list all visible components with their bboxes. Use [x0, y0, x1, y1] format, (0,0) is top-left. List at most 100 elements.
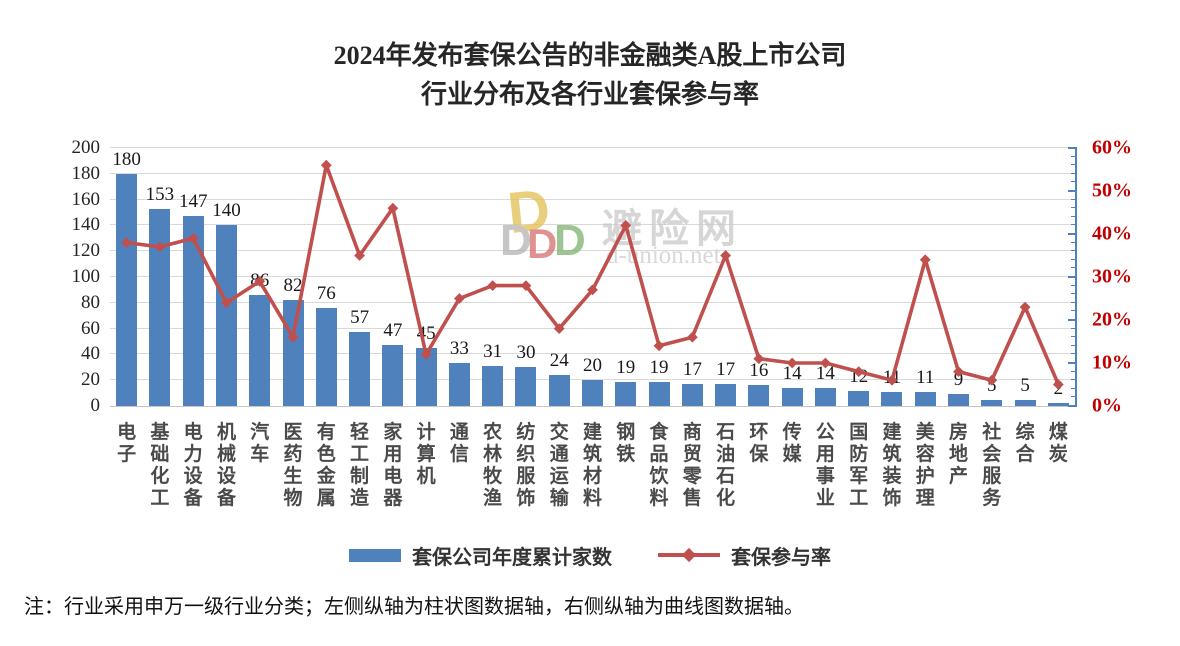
- diamond-marker-icon: [553, 323, 565, 334]
- right-axis-tick: [1071, 396, 1076, 398]
- bar-value-label: 19: [649, 356, 669, 378]
- bar-value-label: 17: [716, 359, 736, 381]
- diamond-marker-icon: [786, 357, 798, 369]
- bar: [948, 394, 970, 406]
- bar-value-label: 33: [449, 338, 469, 360]
- bar: [182, 216, 204, 406]
- right-axis-tick-label: 40%: [1092, 222, 1132, 245]
- right-axis-tick-label: 30%: [1092, 265, 1132, 288]
- bar: [149, 208, 171, 406]
- left-axis-tick-label: 40: [81, 343, 100, 365]
- right-axis-tick: [1071, 370, 1076, 372]
- bar: [681, 384, 703, 406]
- category-label: 环 保: [749, 422, 769, 466]
- gridline: [110, 353, 1075, 355]
- diamond-marker-icon: [986, 374, 998, 386]
- right-axis-tick: [1068, 147, 1077, 149]
- category-label: 建 筑 材 料: [582, 422, 603, 510]
- diamond-marker-icon: [453, 293, 465, 304]
- category-label: 商 贸 零 售: [682, 422, 702, 510]
- diamond-marker-icon: [1019, 301, 1031, 313]
- category-label: 基 础 化 工: [150, 422, 170, 510]
- diamond-marker-icon: [620, 220, 632, 231]
- bar-value-label: 47: [383, 320, 403, 342]
- diamond-marker-icon: [287, 331, 299, 343]
- right-percent-axis: 0% 10% 20% 30% 40% 50% 60%: [1092, 137, 1176, 417]
- bar: [315, 307, 337, 406]
- category-label: 公 用 事 业: [815, 422, 835, 510]
- diamond-marker-icon: [154, 241, 166, 253]
- right-axis-tick: [1071, 284, 1076, 286]
- bar: [781, 387, 803, 406]
- diamond-marker-icon: [487, 280, 499, 291]
- line-path: [126, 163, 1061, 386]
- diamond-marker-icon: [1052, 379, 1064, 390]
- category-label: 美 容 护 理: [915, 422, 935, 510]
- bar: [349, 332, 371, 406]
- bar-value-label: 9: [953, 369, 964, 391]
- bar-value-label: 147: [178, 191, 208, 213]
- legend-line-label: 套保参与率: [731, 546, 831, 569]
- diamond-marker-icon: [886, 374, 898, 386]
- bar: [748, 385, 770, 406]
- diamond-marker-icon: [853, 366, 865, 377]
- right-axis-tick-label: 10%: [1092, 351, 1132, 374]
- category-label: 纺 织 服 饰: [516, 422, 536, 510]
- diamond-marker-icon: [753, 353, 765, 365]
- category-label: 国 防 军 工: [849, 422, 869, 510]
- bar-value-label: 82: [283, 275, 303, 297]
- bar: [981, 399, 1003, 406]
- diamond-marker-icon: [919, 254, 931, 266]
- right-axis-tick: [1071, 250, 1076, 252]
- diamond-marker-icon: [953, 366, 964, 377]
- gridline: [110, 250, 1075, 252]
- category-label: 汽 车: [250, 422, 270, 466]
- bar: [249, 295, 271, 406]
- category-label: 电 力 设 备: [183, 422, 203, 510]
- bar-value-label: 180: [112, 148, 141, 170]
- bar-value-label: 17: [682, 359, 702, 381]
- category-label: 医 药 生 物: [283, 422, 303, 510]
- right-axis-tick: [1068, 319, 1077, 321]
- bar-value-label: 30: [516, 342, 536, 364]
- legend-line-swatch: [658, 547, 720, 563]
- right-axis-tick: [1068, 233, 1077, 235]
- right-axis-tick: [1071, 164, 1076, 166]
- plot-area: D D D D 避险网 d-union.net 1801531471408682…: [110, 147, 1077, 407]
- right-axis-tick: [1071, 267, 1076, 269]
- left-axis-tick-label: 160: [71, 188, 101, 210]
- category-label: 有 色 金 属: [316, 422, 336, 510]
- gridline: [110, 224, 1075, 226]
- gridline: [110, 379, 1075, 381]
- diamond-marker-icon: [587, 284, 598, 296]
- bar-value-label: 14: [782, 362, 802, 384]
- bar: [382, 345, 404, 406]
- gridline: [110, 327, 1075, 329]
- right-axis-tick-label: 0%: [1092, 394, 1122, 417]
- chart-title-line1: 2024年发布套保公告的非金融类A股上市公司: [333, 41, 847, 70]
- category-label: 石 油 石 化: [716, 422, 736, 510]
- diamond-marker-icon: [520, 280, 532, 291]
- bar: [648, 381, 670, 406]
- bar: [715, 384, 737, 406]
- category-label: 建 筑 装 饰: [882, 422, 902, 510]
- right-axis-tick: [1071, 215, 1076, 217]
- category-label: 农 林 牧 渔: [483, 422, 503, 510]
- bar-value-label: 24: [549, 350, 569, 372]
- right-axis-tick-label: 50%: [1092, 179, 1132, 202]
- right-axis-tick: [1071, 327, 1076, 329]
- right-axis-tick: [1071, 155, 1076, 157]
- bar-value-label: 31: [483, 341, 503, 363]
- right-axis-tick: [1068, 362, 1077, 364]
- category-label: 交 通 运 输: [549, 422, 569, 510]
- legend-diamond-marker-icon: [681, 547, 697, 563]
- right-axis-tick: [1068, 190, 1077, 192]
- bar-value-label: 19: [616, 356, 636, 378]
- bar: [515, 367, 537, 406]
- category-label: 电 子: [117, 422, 137, 466]
- right-axis-tick: [1071, 301, 1076, 303]
- category-label: 房 地 产: [949, 422, 969, 488]
- right-axis-tick: [1071, 310, 1076, 312]
- category-label: 传 媒: [782, 422, 802, 466]
